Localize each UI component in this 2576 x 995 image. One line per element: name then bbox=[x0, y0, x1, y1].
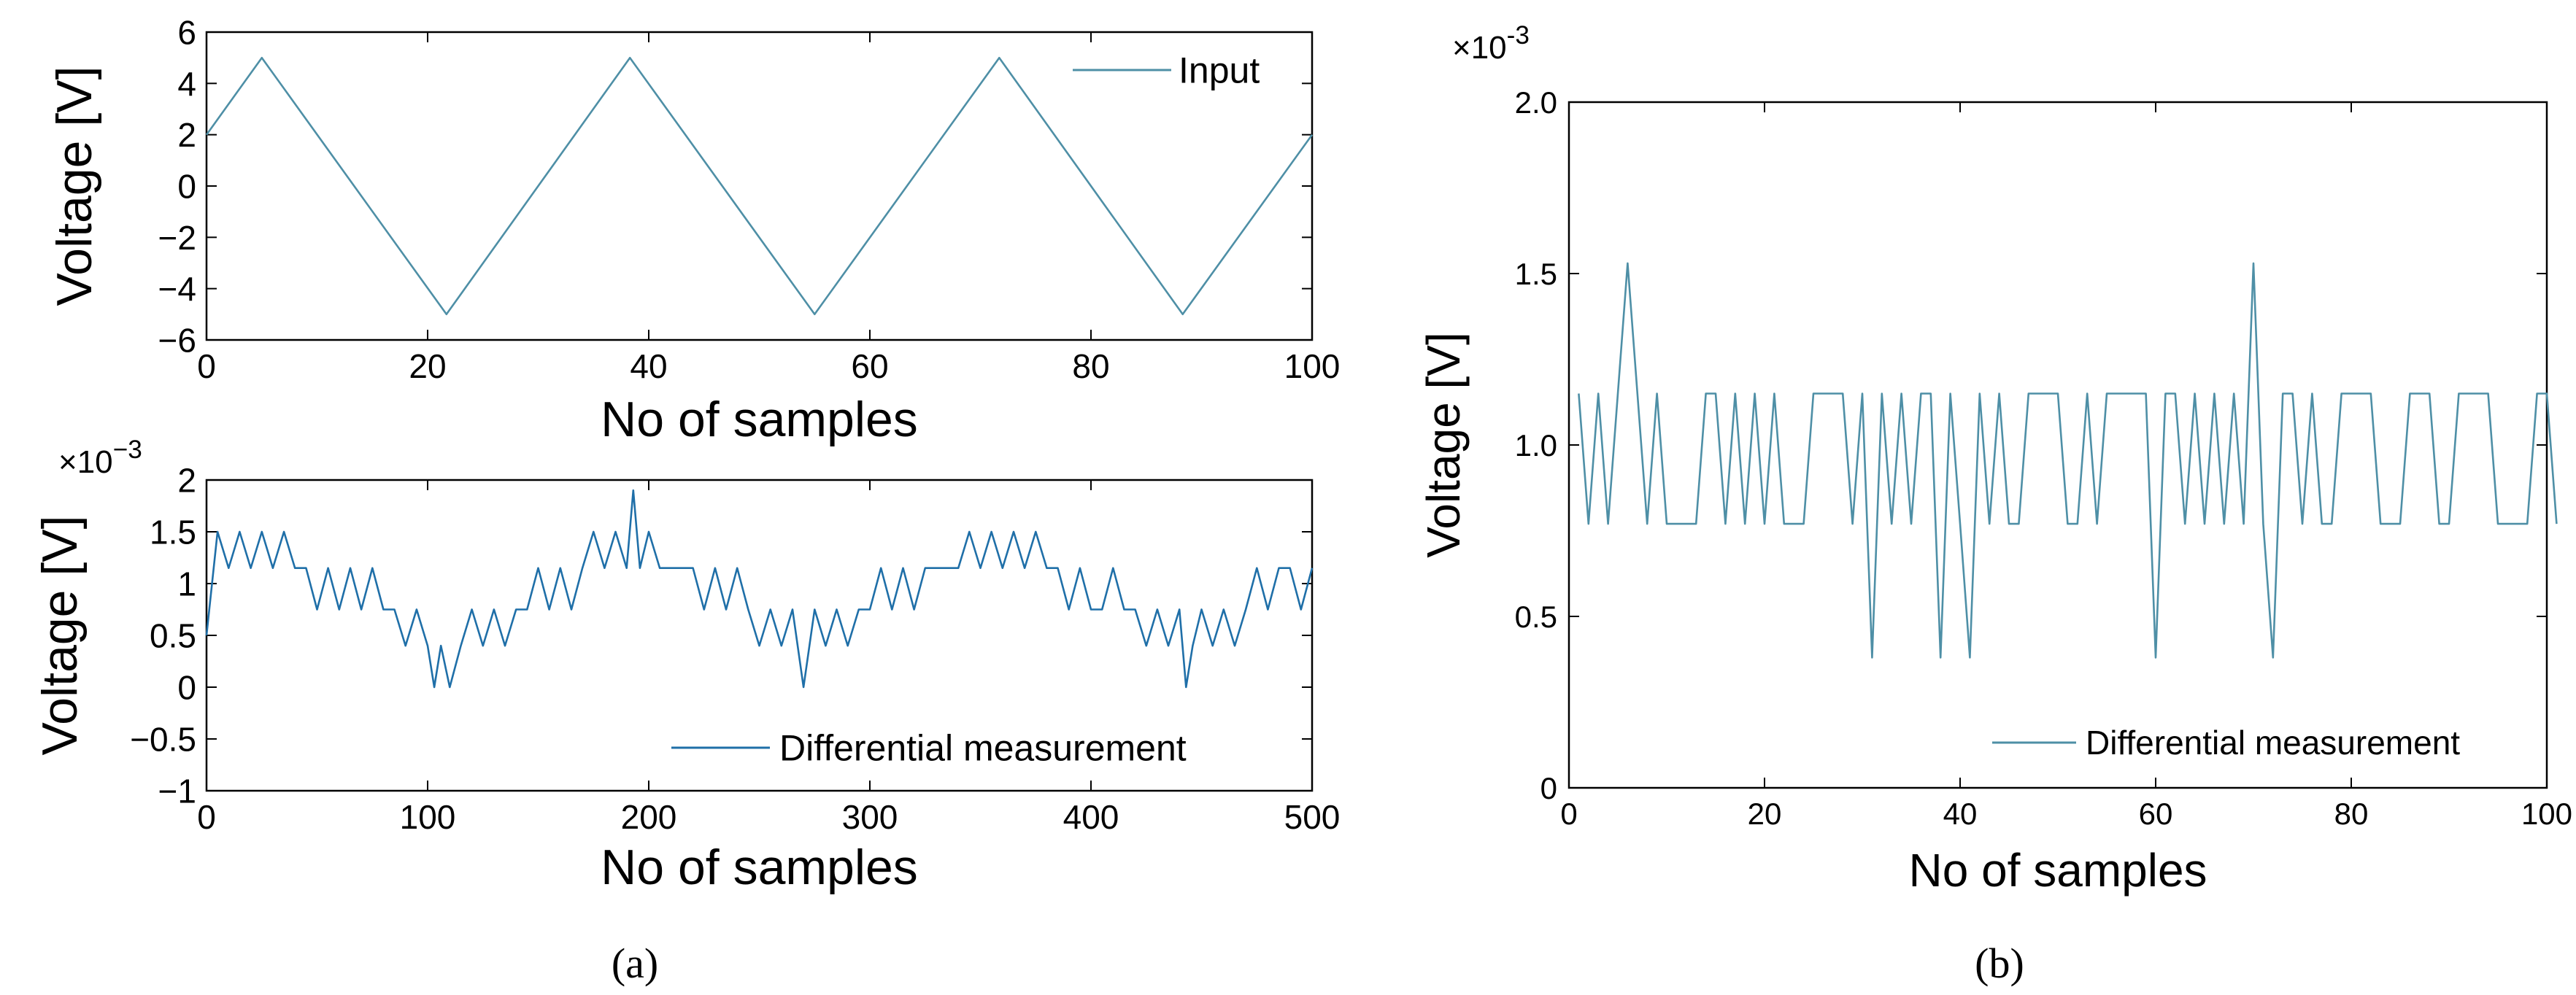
x-tick-label: 0 bbox=[1560, 797, 1577, 831]
panel-label-a: (a) bbox=[612, 940, 658, 987]
x-tick-label: 80 bbox=[1072, 347, 1109, 385]
y-tick-label: 0 bbox=[1540, 771, 1557, 805]
chart-bottom-left: −1 −0.5 0 0.5 1 1.5 2 0 100 200 300 400 500 No of sam… bbox=[32, 435, 1340, 895]
y-axis-label: Voltage [V] bbox=[32, 516, 88, 756]
y-tick-label: −0.5 bbox=[130, 721, 196, 759]
x-axis-label: No of samples bbox=[601, 840, 918, 895]
y-tick-label: −2 bbox=[158, 219, 196, 257]
series-line bbox=[1578, 262, 2558, 659]
legend-label: Input bbox=[1179, 50, 1260, 91]
x-tick-label: 100 bbox=[1284, 347, 1341, 385]
plot-frame bbox=[205, 31, 1314, 341]
x-tick-label: 0 bbox=[197, 347, 216, 385]
legend-label: Differential measurement bbox=[2086, 724, 2460, 762]
y-tick-label: −1 bbox=[158, 773, 196, 810]
y-tick-label: 1 bbox=[177, 565, 196, 603]
axis-exponent-power: −3 bbox=[113, 435, 142, 464]
y-tick-label: 1.5 bbox=[150, 514, 196, 551]
plot-frame bbox=[1567, 101, 2548, 789]
y-axis-label: Voltage [V] bbox=[1417, 332, 1470, 558]
y-tick-label: −6 bbox=[158, 322, 196, 360]
y-tick-label: 0 bbox=[177, 168, 196, 206]
y-tick-label: 4 bbox=[177, 65, 196, 103]
x-tick-label: 80 bbox=[2334, 797, 2369, 831]
x-tick-label: 100 bbox=[2521, 797, 2572, 831]
x-axis-label: No of samples bbox=[1908, 844, 2207, 897]
x-tick-label: 300 bbox=[842, 798, 898, 836]
x-tick-label: 20 bbox=[1748, 797, 1782, 831]
y-tick-label: 0 bbox=[177, 669, 196, 707]
x-tick-label: 40 bbox=[630, 347, 667, 385]
panel-label-b: (b) bbox=[1975, 940, 2024, 987]
x-tick-label: 500 bbox=[1284, 798, 1341, 836]
y-axis-label: Voltage [V] bbox=[47, 66, 102, 306]
x-tick-label: 20 bbox=[409, 347, 446, 385]
series-line bbox=[205, 56, 1314, 316]
legend-label: Differential measurement bbox=[779, 728, 1187, 769]
series-line bbox=[205, 489, 1314, 689]
axis-exponent: ×10−3 bbox=[58, 435, 142, 480]
y-tick-label: 6 bbox=[177, 14, 196, 52]
y-tick-label: 1.0 bbox=[1515, 428, 1557, 462]
x-tick-label: 100 bbox=[400, 798, 456, 836]
x-tick-label: 200 bbox=[621, 798, 677, 836]
x-tick-label: 400 bbox=[1063, 798, 1119, 836]
axis-exponent: ×10-3 bbox=[1452, 21, 1530, 66]
x-axis-label: No of samples bbox=[601, 392, 918, 447]
y-tick-label: −4 bbox=[158, 270, 196, 308]
x-tick-label: 60 bbox=[2139, 797, 2173, 831]
axis-exponent-power: -3 bbox=[1507, 21, 1530, 50]
x-tick-label: 40 bbox=[1943, 797, 1978, 831]
y-tick-label: 2 bbox=[177, 462, 196, 500]
x-tick-label: 0 bbox=[197, 798, 216, 836]
y-tick-label: 1.5 bbox=[1515, 257, 1557, 291]
y-tick-label: 0.5 bbox=[1515, 600, 1557, 634]
chart-right: 0 0.5 1.0 1.5 2.0 0 20 40 60 80 100 No of samples Vo… bbox=[1417, 21, 2572, 897]
y-tick-label: 2 bbox=[177, 116, 196, 154]
x-tick-label: 60 bbox=[851, 347, 888, 385]
y-tick-label: 2.0 bbox=[1515, 85, 1557, 120]
y-tick-label: 0.5 bbox=[150, 617, 196, 655]
